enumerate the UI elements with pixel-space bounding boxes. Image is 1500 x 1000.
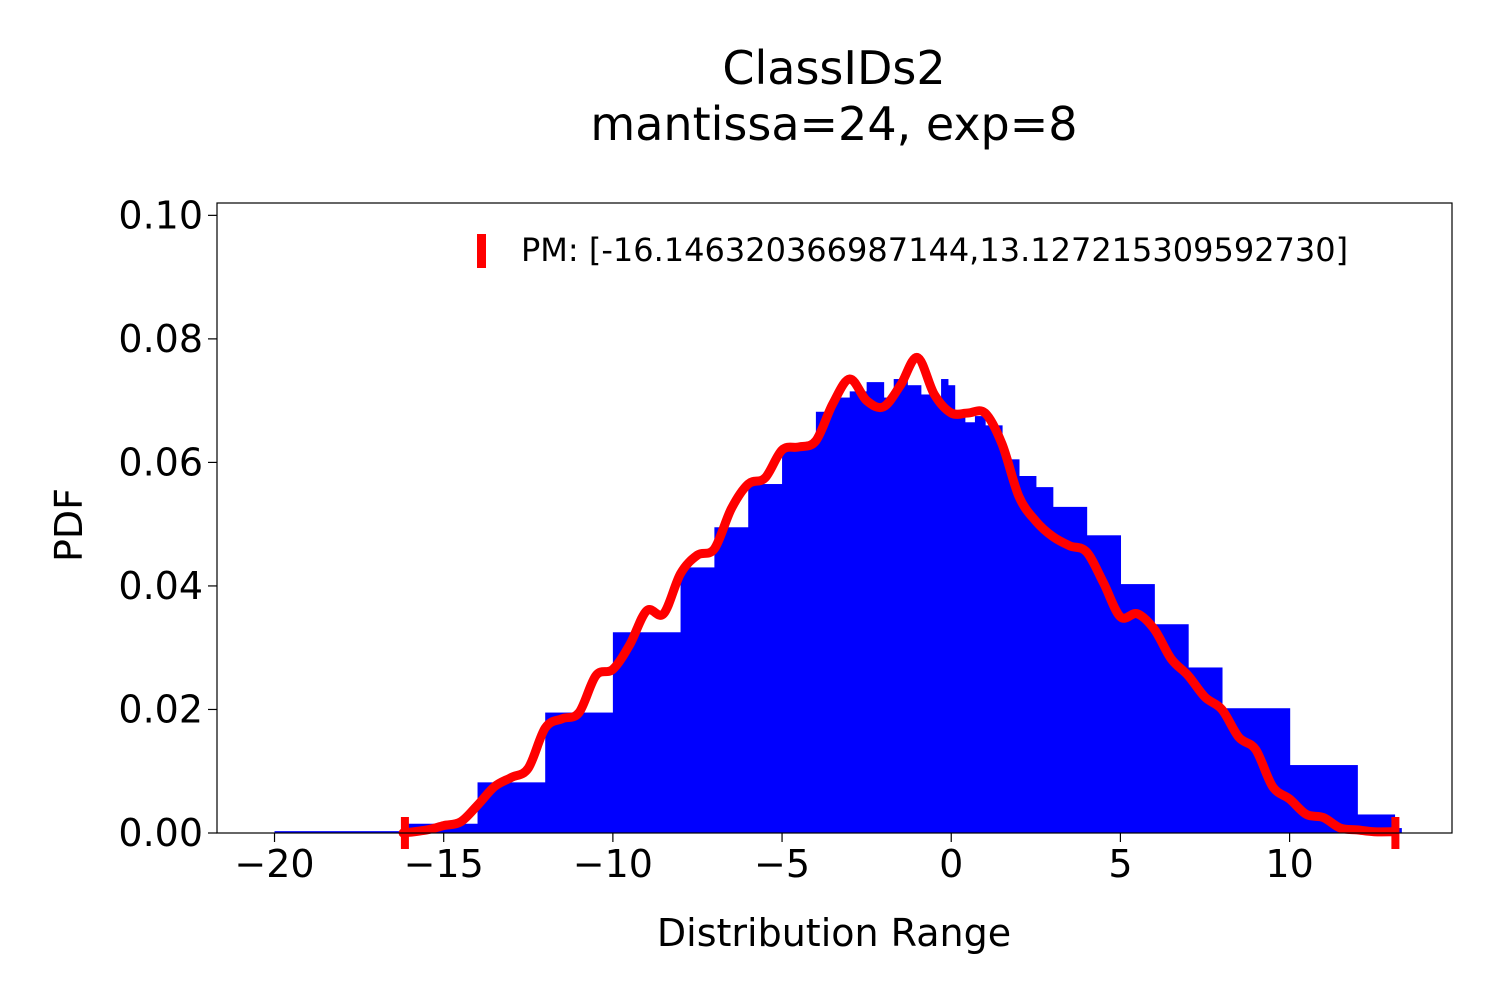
plot-frame <box>216 202 1453 834</box>
histogram-bars <box>274 379 1402 833</box>
chart-subtitle: mantissa=24, exp=8 <box>590 97 1077 151</box>
histogram-bar <box>920 394 932 833</box>
histogram-bar <box>954 409 966 833</box>
histogram-bar <box>866 382 885 833</box>
histogram-bar <box>1018 476 1037 833</box>
histogram-bar <box>714 527 749 833</box>
x-tick-label: 10 <box>1265 842 1313 886</box>
histogram-bar <box>974 416 986 833</box>
y-tick-label: 0.10 <box>118 193 203 237</box>
histogram-bar <box>1001 459 1020 833</box>
legend-marker <box>477 234 486 268</box>
kde-curve <box>398 352 1399 838</box>
x-axis-label: Distribution Range <box>657 911 1011 955</box>
histogram-bar <box>907 385 922 833</box>
legend: PM: [-16.146320366987144,13.127215309592… <box>477 231 1348 269</box>
y-axis-ticks: 0.00 0.02 0.04 0.06 0.08 0.10 <box>118 193 217 855</box>
histogram-bar <box>1052 506 1088 833</box>
histogram-bar <box>612 632 682 833</box>
y-tick-label: 0.08 <box>118 317 203 361</box>
y-axis-label: PDF <box>47 488 91 562</box>
histogram-bar <box>947 385 956 833</box>
chart-title: ClassIDs2 <box>722 41 945 95</box>
histogram-bar <box>545 712 614 833</box>
y-tick-label: 0.06 <box>118 440 203 484</box>
histogram-bar <box>1035 487 1054 833</box>
kde-curve-layer <box>398 352 1399 838</box>
x-axis-ticks: −20 −15 −10 −5 0 5 10 <box>234 833 1314 886</box>
histogram-bar <box>985 425 1003 833</box>
x-tick-label: −20 <box>234 842 314 886</box>
y-tick-label: 0.02 <box>118 687 203 731</box>
histogram-bar <box>782 445 817 833</box>
x-tick-label: −5 <box>754 842 810 886</box>
histogram-bar <box>883 397 895 833</box>
histogram-bar <box>680 567 715 833</box>
histogram-bar <box>964 422 976 833</box>
histogram-bar <box>941 379 949 833</box>
x-tick-label: −15 <box>404 842 484 886</box>
y-tick-label: 0.00 <box>118 811 203 855</box>
histogram-bar <box>849 391 868 833</box>
histogram-bar <box>748 484 783 833</box>
legend-label: PM: [-16.146320366987144,13.127215309592… <box>521 231 1348 269</box>
histogram-bar <box>930 397 942 833</box>
histogram-bar <box>1289 765 1358 833</box>
y-tick-label: 0.04 <box>118 564 203 608</box>
x-tick-label: 0 <box>939 842 963 886</box>
histogram-bar <box>832 397 851 833</box>
histogram-bar <box>815 411 834 833</box>
x-tick-label: −10 <box>573 842 653 886</box>
x-tick-label: 5 <box>1108 842 1132 886</box>
histogram-bar <box>893 379 908 833</box>
histogram-bar <box>274 831 404 833</box>
